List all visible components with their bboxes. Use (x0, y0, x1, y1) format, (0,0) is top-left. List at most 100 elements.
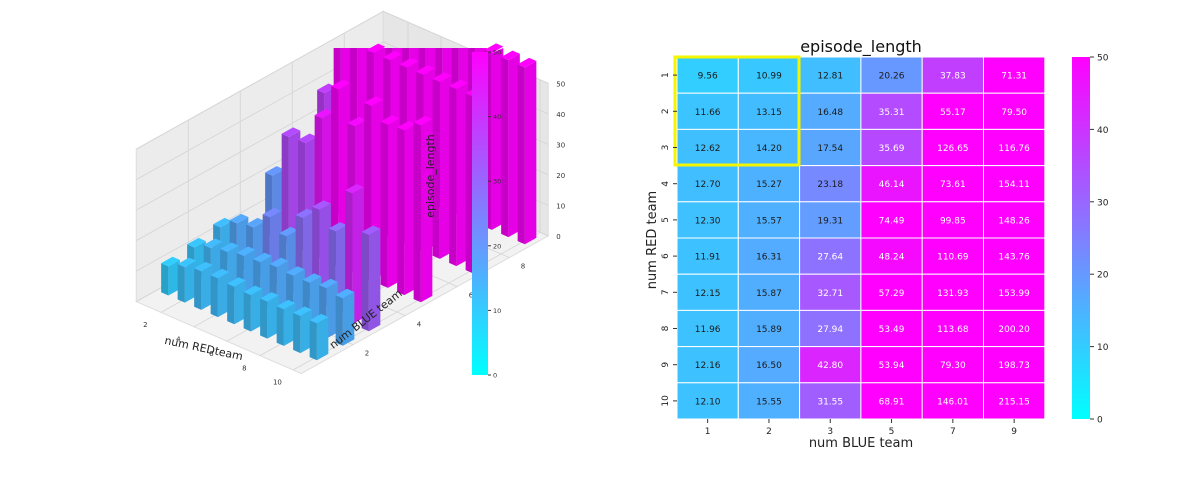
heatmap-y-tick-label: 9 (661, 362, 671, 368)
heatmap-cell-label: 99.85 (940, 216, 966, 226)
heatmap-cell-label: 37.83 (940, 72, 966, 82)
heatmap-cell (860, 92, 923, 130)
heatmap-cell-label: 12.81 (817, 72, 843, 82)
heatmap-cell-label: 32.71 (817, 289, 843, 299)
heatmap-cell-label: 16.50 (756, 361, 782, 371)
heatmap-cell (737, 309, 801, 348)
heatmap-cell-labels: 9.56 10.99 12.81 20.26 37.83 71.31 11.66 13.15 1… (695, 72, 1030, 408)
heatmap-cell (737, 128, 801, 167)
heatmap-cell-label: 14.20 (756, 144, 782, 154)
heatmap-cell-label: 13.15 (756, 108, 782, 118)
heatmap-cell-label: 55.17 (940, 108, 966, 118)
heatmap-cell-label: 15.55 (756, 397, 782, 407)
bar3d-colorbar-tick-label: 50 (493, 49, 501, 57)
heatmap-y-tick-label: 3 (661, 145, 671, 151)
bar3d-bar (413, 115, 433, 303)
heatmap-cell (799, 237, 862, 275)
heatmap-cell-label: 17.54 (817, 144, 843, 154)
heatmap-cell-label: 16.48 (817, 108, 843, 118)
heatmap-x-tick-label: 5 (889, 427, 895, 437)
heatmap-cell-label: 12.30 (695, 216, 721, 226)
heatmap-cell-label: 15.27 (756, 180, 782, 190)
heatmap-cell (983, 56, 1046, 94)
heatmap-cell-label: 11.91 (695, 253, 721, 263)
heatmap-y-tick-label: 8 (661, 325, 671, 331)
heatmap-x-tick-label: 2 (766, 427, 772, 437)
heatmap-cell-label: 74.49 (879, 216, 905, 226)
bar3d-y-tick-label: 2 (365, 350, 369, 358)
heatmap-cell-label: 31.55 (817, 397, 843, 407)
bar3d-z-tick-label: 50 (556, 80, 565, 88)
bar3d-colorbar-tick-label: 40 (493, 113, 501, 121)
heatmap-cell (921, 273, 985, 311)
heatmap-cell-label: 53.49 (879, 325, 905, 335)
bar3d-x-tick-label: 8 (242, 364, 246, 372)
bar3d-colorbar-tick-label: 30 (493, 178, 501, 186)
heatmap-y-ticks: 1 2 3 4 5 6 7 8 9 10 (661, 72, 677, 407)
heatmap-cell-label: 19.31 (817, 216, 843, 226)
heatmap-cell-label: 143.76 (998, 253, 1030, 263)
heatmap-cell (676, 382, 739, 420)
heatmap-cell-label: 198.73 (998, 361, 1030, 371)
heatmap-cell-label: 215.15 (998, 397, 1030, 407)
heatmap-cell-label: 79.50 (1001, 108, 1027, 118)
heatmap-x-tick-label: 3 (827, 427, 833, 437)
heatmap-y-tick-label: 5 (661, 217, 671, 223)
heatmap-cell (737, 273, 801, 311)
heatmap-cell-label: 46.14 (879, 180, 905, 190)
bar3d-x-tick-label: 10 (273, 379, 282, 387)
heatmap-colorbar-ticks: 0 10 20 30 40 50 (1090, 54, 1109, 426)
bar3d-zlabel: episode_length (424, 134, 437, 218)
heatmap-cell-label: 153.99 (998, 289, 1030, 299)
heatmap-cell (921, 92, 985, 130)
heatmap-cell (983, 92, 1046, 130)
heatmap-cell-label: 12.70 (695, 180, 721, 190)
heatmap-cell-label: 48.24 (879, 253, 905, 263)
bar3d-bar (397, 121, 416, 296)
heatmap-cell (921, 201, 985, 239)
heatmap-cell-label: 57.29 (879, 289, 905, 299)
bar3d-bar (194, 261, 213, 310)
heatmap-x-tick-label: 9 (1011, 427, 1017, 437)
bar3d-x-tick-label: 2 (143, 321, 147, 329)
bar3d-x-tick-label: 6 (209, 350, 214, 358)
heatmap-cell-label: 116.76 (998, 144, 1030, 154)
heatmap-cell (676, 92, 739, 130)
heatmap-colorbar (1072, 57, 1090, 419)
heatmap-cell-label: 10.99 (756, 72, 782, 82)
heatmap-cell-label: 200.20 (998, 325, 1030, 335)
heatmap-cell (983, 201, 1046, 239)
heatmap-colorbar-tick-label: 50 (1097, 54, 1109, 64)
heatmap-cell-label: 35.69 (879, 144, 905, 154)
bar3d-z-tick-label: 40 (556, 111, 565, 119)
heatmap-cell (983, 237, 1046, 275)
heatmap-cell (737, 201, 801, 239)
heatmap-cell-label: 154.11 (998, 180, 1030, 190)
heatmap-cell (983, 309, 1046, 348)
bar3d-bar (276, 299, 296, 346)
bar3d-bar (517, 57, 537, 245)
heatmap-x-tick-label: 7 (950, 427, 956, 437)
heatmap-cell-label: 42.80 (817, 361, 843, 371)
heatmap-colorbar-tick-label: 40 (1097, 126, 1109, 136)
bar3d-y-tick-label: 6 (469, 292, 474, 300)
heatmap-cell-label: 27.64 (817, 253, 843, 263)
heatmap-cell (676, 56, 739, 94)
heatmap-cell (860, 128, 923, 167)
heatmap-cell (921, 237, 985, 275)
bar3d-z-tick-label: 30 (556, 141, 565, 149)
heatmap-cell-label: 15.89 (756, 325, 782, 335)
bar3d-bar (501, 50, 520, 238)
heatmap-cell-label: 11.96 (695, 325, 721, 335)
heatmap-cell-label: 20.26 (879, 72, 905, 82)
heatmap-colorbar-tick-label: 30 (1097, 198, 1109, 208)
bar3d-bar (210, 268, 230, 318)
heatmap-colorbar-tick-label: 20 (1097, 271, 1109, 281)
heatmap-cell (676, 346, 739, 384)
heatmap-cell-label: 73.61 (940, 180, 966, 190)
bar3d-x-tick-label: 4 (176, 336, 181, 344)
bar3d-bar (380, 115, 400, 288)
heatmap-y-tick-label: 2 (661, 108, 671, 114)
heatmap-y-tick-label: 4 (661, 181, 671, 187)
heatmap-cell-label: 23.18 (817, 180, 843, 190)
